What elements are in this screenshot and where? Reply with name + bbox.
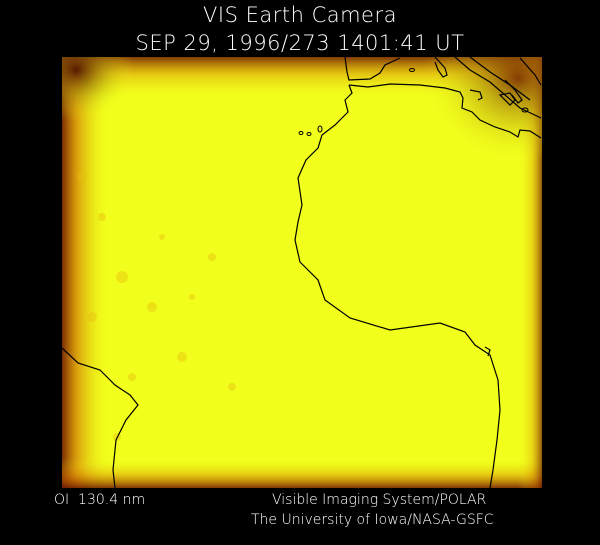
image-timestamp: SEP 29, 1996/273 1401:41 UT xyxy=(135,31,465,55)
island-outlines xyxy=(298,68,529,136)
earth-image-svg xyxy=(62,57,542,488)
airglow-texture xyxy=(77,172,236,441)
coastline-overlay xyxy=(62,57,542,488)
instrument-label: Visible Imaging System/POLAR xyxy=(272,492,487,508)
wavelength-label: OI 130.4 nm xyxy=(54,492,146,508)
earth-camera-image xyxy=(62,57,542,488)
credit-label: The University of Iowa/NASA-GSFC xyxy=(251,512,494,528)
image-title: VIS Earth Camera xyxy=(203,3,397,27)
